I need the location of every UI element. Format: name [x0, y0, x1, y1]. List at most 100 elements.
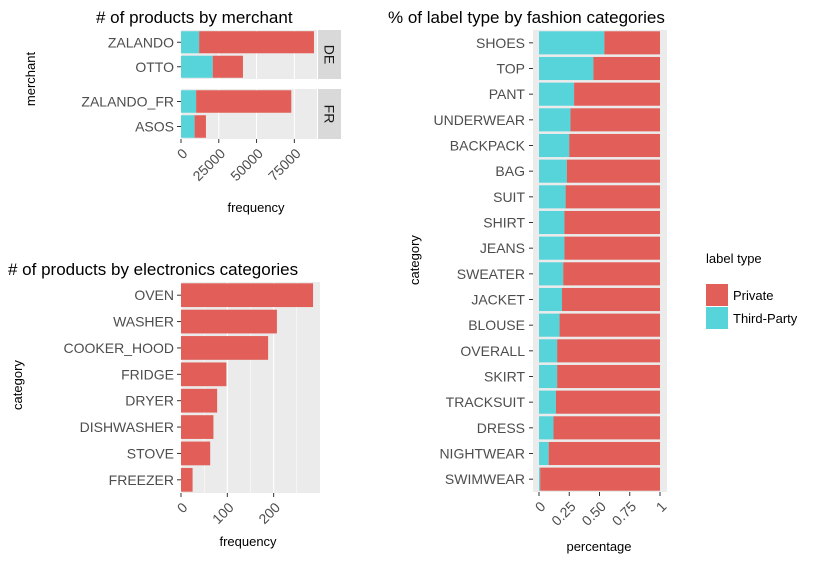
electronics-y-axis-label: category	[10, 360, 25, 410]
fashion-category-label: SWEATER	[457, 266, 525, 282]
electronics-x-tick-label: 100	[209, 499, 237, 527]
fashion-bar-third-party-backpack	[539, 133, 570, 158]
electronics-category-label: OVEN	[134, 287, 174, 303]
merchant-chart-title: # of products by merchant	[96, 8, 293, 27]
fashion-category-label: SHIRT	[483, 215, 525, 231]
fashion-bar-private-pant	[574, 82, 660, 106]
electronics-category-label: WASHER	[113, 314, 174, 330]
electronics-category-label: DRYER	[125, 393, 174, 409]
fashion-chart-title: % of label type by fashion categories	[388, 8, 665, 27]
merchant-bar-third-party-zalando-fr	[181, 90, 197, 113]
merchant-category-label: ZALANDO_FR	[81, 94, 174, 110]
electronics-category-label: STOVE	[127, 445, 174, 461]
merchant-bar-private-zalando	[199, 31, 314, 54]
fashion-category-label: BAG	[495, 163, 525, 179]
fashion-bar-private-underwear	[570, 108, 660, 132]
merchant-facet-label: DE	[322, 45, 338, 64]
fashion-bar-third-party-overall	[539, 339, 558, 363]
merchant-facet-strip	[318, 30, 341, 79]
electronics-bar-dryer	[181, 388, 218, 413]
legend-swatch-private	[706, 284, 728, 306]
electronics-bar-dishwasher	[181, 415, 214, 439]
fashion-bar-private-backpack	[569, 133, 660, 158]
fashion-bar-private-shoes	[604, 31, 660, 55]
fashion-bar-private-suit	[565, 185, 660, 209]
fashion-bar-third-party-shoes	[539, 31, 605, 55]
electronics-bar-stove	[181, 441, 211, 466]
electronics-bar-fridge	[181, 362, 227, 387]
electronics-bar-washer	[181, 309, 277, 334]
legend-swatch-third-party	[706, 307, 728, 329]
fashion-category-label: BLOUSE	[468, 317, 525, 333]
legend-label-private: Private	[733, 288, 773, 303]
electronics-bar-cooker-hood	[181, 336, 269, 360]
electronics-bar-freezer	[181, 467, 193, 492]
merchant-x-tick-label: 50000	[227, 145, 266, 184]
fashion-bar-third-party-jacket	[539, 287, 562, 312]
fashion-category-label: NIGHTWEAR	[439, 446, 525, 462]
fashion-bar-third-party-swimwear	[539, 467, 541, 491]
fashion-bar-third-party-skirt	[539, 364, 558, 389]
merchant-x-tick-label: 75000	[265, 145, 304, 184]
fashion-bar-third-party-blouse	[539, 313, 560, 337]
merchant-bar-private-asos	[194, 115, 206, 138]
fashion-category-label: BACKPACK	[450, 138, 526, 154]
fashion-x-tick-label: 0.50	[578, 498, 609, 529]
fashion-x-tick-label: 0.25	[548, 498, 579, 529]
merchant-y-axis-label: merchant	[23, 52, 38, 107]
merchant-bar-private-zalando-fr	[196, 90, 292, 113]
electronics-chart-title: # of products by electronics categories	[8, 260, 298, 279]
fashion-bar-third-party-sweater	[539, 262, 564, 286]
fashion-category-label: PANT	[489, 86, 526, 102]
fashion-bar-third-party-pant	[539, 82, 575, 106]
merchant-category-label: OTTO	[135, 59, 174, 75]
fashion-bar-third-party-nightwear	[539, 441, 549, 466]
fashion-x-tick-label: 0.75	[609, 498, 640, 529]
fashion-bar-third-party-suit	[539, 185, 566, 209]
merchant-bar-private-otto	[212, 55, 243, 78]
merchant-facet-strip	[318, 89, 341, 139]
fashion-bar-third-party-underwear	[539, 108, 571, 132]
fashion-bar-private-blouse	[559, 313, 660, 337]
fashion-category-label: TRACKSUIT	[446, 394, 526, 410]
fashion-bar-third-party-shirt	[539, 210, 565, 235]
merchant-category-label: ZALANDO	[108, 34, 174, 50]
electronics-x-axis-label: frequency	[219, 534, 277, 549]
fashion-category-label: OVERALL	[460, 343, 525, 359]
fashion-category-label: TOP	[496, 61, 525, 77]
merchant-x-tick-label: 0	[174, 145, 191, 162]
electronics-x-tick-label: 200	[255, 499, 283, 527]
fashion-bar-private-nightwear	[548, 441, 660, 466]
merchant-bar-third-party-otto	[181, 55, 213, 78]
electronics-bar-oven	[181, 283, 314, 308]
merchant-bar-third-party-zalando	[181, 31, 200, 54]
fashion-bar-third-party-tracksuit	[539, 390, 556, 414]
fashion-x-tick-label: 0	[532, 498, 549, 515]
electronics-x-tick-label: 0	[174, 499, 191, 516]
fashion-bar-private-jeans	[564, 236, 660, 260]
fashion-bar-private-shirt	[564, 210, 660, 235]
merchant-category-label: ASOS	[135, 119, 174, 135]
electronics-category-label: DISHWASHER	[80, 419, 174, 435]
merchant-x-tick-label: 25000	[189, 145, 228, 184]
fashion-category-label: JACKET	[471, 292, 525, 308]
fashion-category-label: JEANS	[480, 240, 525, 256]
fashion-bar-private-swimwear	[540, 467, 660, 491]
fashion-bar-third-party-dress	[539, 416, 554, 440]
fashion-bar-private-skirt	[557, 364, 660, 389]
fashion-bar-third-party-bag	[539, 159, 567, 183]
merchant-x-axis-label: frequency	[227, 200, 285, 215]
fashion-category-label: SHOES	[476, 35, 525, 51]
fashion-bar-private-tracksuit	[555, 390, 660, 414]
electronics-category-label: FRIDGE	[121, 366, 174, 382]
electronics-category-label: FREEZER	[109, 472, 174, 488]
fashion-category-label: SKIRT	[484, 369, 525, 385]
fashion-bar-private-bag	[566, 159, 660, 183]
fashion-category-label: UNDERWEAR	[433, 112, 525, 128]
fashion-bar-private-dress	[553, 416, 660, 440]
fashion-panel	[533, 30, 667, 492]
fashion-bar-private-sweater	[563, 262, 660, 286]
electronics-category-label: COOKER_HOOD	[64, 340, 174, 356]
legend-title: label type	[706, 251, 762, 266]
